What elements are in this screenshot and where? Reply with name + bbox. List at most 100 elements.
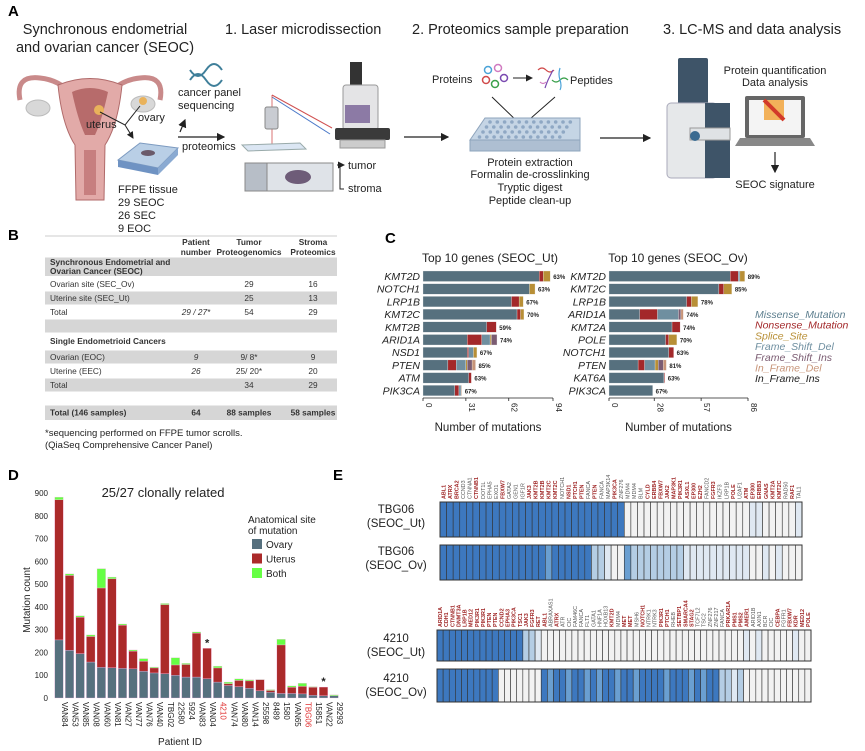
bar-segment-missense-mutation — [608, 321, 673, 333]
chart-title: Top 10 genes (SEOC_Ov) — [608, 251, 747, 265]
heatmap-cell — [525, 544, 533, 581]
heatmap-cell — [516, 668, 524, 703]
y-tick-label: 400 — [35, 603, 49, 612]
gene-column-label: FBXW7 — [501, 480, 507, 499]
heatmap-cell — [742, 544, 750, 581]
heatmap-cell — [608, 629, 616, 662]
table-cell: 26 — [190, 366, 201, 376]
gene-label: KMT2D — [384, 271, 420, 283]
bar-uterus — [96, 587, 106, 668]
gene-column-label: PTCH1 — [573, 481, 579, 499]
gene-column-label: CTNNB1 — [474, 477, 480, 499]
bar-segment-nonsense-mutation — [668, 347, 674, 358]
heatmap-cell — [773, 668, 781, 703]
table-row-label: Ovarian Cancer (SEOC) — [50, 266, 143, 276]
bar-both — [223, 681, 233, 684]
heatmap-cell — [689, 501, 697, 538]
y-tick-label: 800 — [35, 512, 49, 521]
bar-segment-missense-mutation — [422, 308, 518, 320]
heatmap-cell — [650, 544, 658, 581]
bar-both — [276, 639, 286, 646]
heatmap-cell — [547, 668, 554, 703]
analysis-line2: Data analysis — [742, 77, 809, 89]
well — [532, 130, 536, 134]
gene-column-label: ARID1A — [438, 607, 444, 627]
bar-segment-splice-site — [520, 308, 525, 320]
patient-id-label: VAN04 — [208, 702, 217, 727]
well — [506, 135, 511, 139]
bar-uterus — [54, 499, 64, 641]
y-tick-label: 500 — [35, 580, 49, 589]
bar-segment-in-frame-del — [471, 359, 476, 371]
bar-both — [107, 576, 117, 580]
heatmap-cell — [492, 501, 500, 538]
heatmap-cell — [722, 501, 730, 538]
bar-ovary — [223, 685, 233, 699]
gene-label: NOTCH1 — [377, 284, 420, 296]
bar-uterus — [202, 648, 212, 679]
well — [495, 130, 500, 134]
heatmap-cell — [663, 668, 671, 703]
heatmap-cell — [780, 668, 787, 703]
percent-label: 63% — [677, 351, 690, 357]
step1-title: 1. Laser microdissection — [225, 22, 381, 38]
gene-column-label: MET — [628, 615, 634, 627]
bar-segment-missense-mutation — [608, 347, 669, 358]
heatmap-cell — [604, 501, 612, 538]
heatmap-cell — [620, 668, 628, 703]
bar-uterus — [118, 624, 127, 669]
tissue-slide-icon — [244, 162, 334, 192]
percent-label: 89% — [748, 275, 761, 281]
y-tick-label: 200 — [35, 648, 49, 657]
bar-segment-nonsense-mutation — [663, 372, 665, 384]
gene-column-label: AMER1 — [745, 608, 751, 627]
well — [565, 125, 569, 129]
well — [495, 120, 500, 124]
bar-both — [54, 496, 64, 500]
heatmap-cell — [491, 629, 499, 662]
bar-segment-nonsense-mutation — [637, 359, 645, 371]
gene-column-label: NSD1 — [566, 485, 572, 499]
bar-segment-splice-site — [723, 283, 732, 295]
heatmap-cell — [768, 544, 776, 581]
well — [502, 120, 507, 124]
heatmap-cell — [749, 501, 757, 538]
legend-item: Frame_Shift_Del — [755, 341, 834, 353]
y-tick-label: 600 — [35, 557, 49, 566]
heatmap-cell — [559, 668, 567, 703]
heatmap-cell — [792, 668, 800, 703]
heatmap-cell — [564, 544, 572, 581]
heatmap-cell — [712, 668, 720, 703]
legend-title: of mutation — [248, 526, 297, 537]
laser-microscope-icon — [240, 62, 390, 152]
bar-uterus — [319, 686, 328, 696]
heatmap-row-label: TBG06 — [378, 504, 414, 516]
well — [532, 120, 536, 124]
table-row-label: Single Endometrioid Cancers — [50, 336, 166, 346]
percent-label: 70% — [527, 313, 540, 319]
heatmap-cell — [788, 544, 796, 581]
bar-uterus — [65, 575, 75, 651]
x-tick-label: 94 — [554, 403, 563, 412]
legend-item: Missense_Mutation — [755, 309, 846, 321]
heatmap-cell — [709, 501, 717, 538]
table-cell: 13 — [308, 293, 318, 303]
heatmap-cell — [498, 629, 505, 662]
bar-segment-frame-shift-del — [644, 359, 656, 371]
table-row-bg — [45, 405, 337, 420]
patient-id-label: VAN40 — [155, 702, 164, 727]
percent-label: 74% — [686, 313, 699, 319]
gene-column-label: KMT2C — [553, 480, 559, 499]
heatmap-cell — [735, 501, 744, 538]
legend-item: Frame_Shift_Ins — [755, 352, 833, 364]
bar-uterus — [244, 680, 254, 689]
heatmap-cell — [589, 629, 597, 662]
analysis-line1: Protein quantification — [724, 65, 827, 77]
bar-uterus — [181, 664, 191, 678]
table-row-label: Ovarian site (SEC_Ov) — [50, 279, 135, 289]
gene-column-label: PTCH1 — [665, 609, 671, 627]
bar-both — [287, 685, 297, 688]
prep-step-1: Protein extraction — [487, 157, 573, 169]
gene-label: KAT6A — [574, 373, 606, 385]
heatmap-cell — [737, 668, 744, 703]
